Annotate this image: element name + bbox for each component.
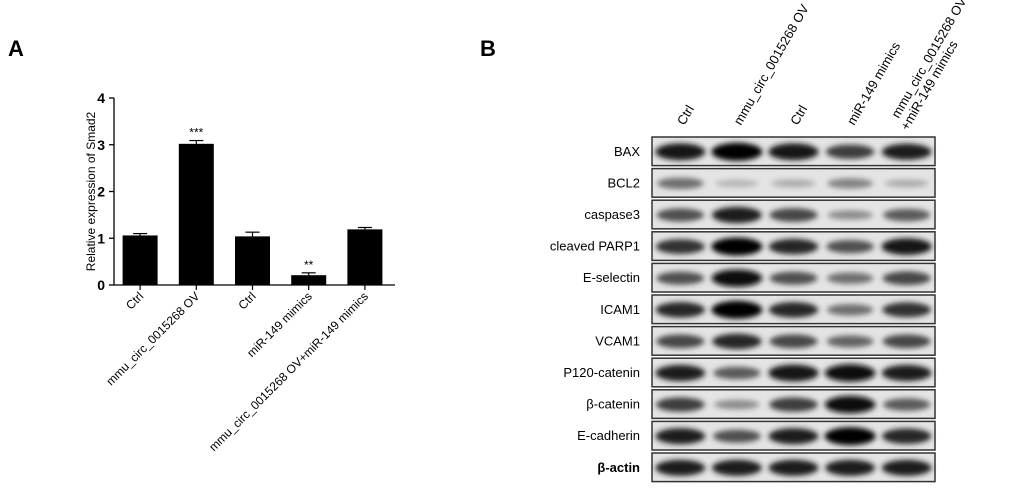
panel-a-label: A bbox=[8, 36, 24, 61]
y-tick-label: 1 bbox=[97, 230, 105, 246]
band bbox=[769, 334, 818, 349]
band bbox=[711, 300, 763, 319]
bar bbox=[347, 229, 383, 285]
row-label: β-actin bbox=[597, 460, 640, 475]
band bbox=[711, 237, 763, 256]
band bbox=[825, 144, 875, 159]
row-label: E-selectin bbox=[583, 270, 640, 285]
band bbox=[656, 208, 705, 222]
band bbox=[656, 334, 705, 349]
y-axis-label: Relative expression of Smad2 bbox=[84, 111, 98, 271]
panel-b-label: B bbox=[480, 36, 496, 61]
band bbox=[882, 398, 931, 411]
band bbox=[768, 459, 819, 476]
y-tick-label: 2 bbox=[97, 184, 105, 200]
bar bbox=[178, 143, 214, 285]
band bbox=[713, 366, 761, 380]
x-tick-label: Ctrl bbox=[123, 289, 146, 312]
row-label: P120-catenin bbox=[563, 365, 640, 380]
band bbox=[769, 397, 818, 412]
y-tick-label: 0 bbox=[97, 277, 105, 293]
band bbox=[714, 179, 759, 187]
significance-label: *** bbox=[189, 126, 203, 140]
band bbox=[714, 399, 760, 410]
band bbox=[768, 364, 819, 382]
band bbox=[768, 428, 819, 445]
band bbox=[882, 334, 931, 349]
x-tick-label: mmu_circ_0015268 OV bbox=[103, 289, 202, 388]
row-label: caspase3 bbox=[584, 207, 640, 222]
band bbox=[825, 459, 876, 476]
band bbox=[656, 271, 705, 285]
band bbox=[881, 238, 932, 256]
band bbox=[655, 397, 705, 412]
band bbox=[655, 239, 705, 255]
band bbox=[655, 428, 706, 445]
band bbox=[711, 142, 763, 161]
lane-label: mmu_circ_0015268 OV+miR-149 mimics bbox=[885, 0, 982, 133]
band bbox=[824, 427, 876, 446]
band bbox=[711, 269, 763, 287]
band bbox=[771, 179, 816, 188]
band bbox=[882, 208, 931, 222]
row-label: BAX bbox=[614, 144, 640, 159]
band bbox=[655, 364, 706, 382]
band bbox=[769, 271, 818, 285]
bar bbox=[235, 236, 270, 285]
row-label: β-catenin bbox=[586, 397, 640, 412]
band bbox=[655, 143, 706, 161]
band bbox=[827, 210, 873, 220]
band bbox=[881, 459, 932, 476]
band bbox=[711, 206, 762, 224]
band bbox=[881, 143, 932, 160]
band bbox=[881, 364, 932, 382]
band bbox=[768, 302, 819, 318]
band bbox=[712, 333, 762, 350]
bar bbox=[291, 275, 327, 285]
row-label: VCAM1 bbox=[595, 333, 640, 348]
band bbox=[882, 302, 932, 318]
band bbox=[711, 459, 762, 476]
y-tick-label: 3 bbox=[97, 137, 105, 153]
significance-label: ** bbox=[304, 258, 314, 272]
band bbox=[826, 335, 874, 348]
y-tick-label: 4 bbox=[97, 90, 105, 106]
band bbox=[826, 240, 875, 254]
bar bbox=[122, 235, 158, 285]
band bbox=[826, 272, 874, 284]
row-label: BCL2 bbox=[607, 175, 640, 190]
band bbox=[768, 238, 819, 255]
band bbox=[824, 395, 876, 414]
band bbox=[656, 177, 704, 190]
row-label: ICAM1 bbox=[600, 302, 640, 317]
band bbox=[824, 364, 876, 382]
row-label: cleaved PARP1 bbox=[550, 239, 640, 254]
row-label: E-cadherin bbox=[577, 428, 640, 443]
band bbox=[827, 178, 874, 189]
lane-label: Ctrl bbox=[674, 102, 697, 127]
band bbox=[655, 459, 706, 476]
band bbox=[826, 304, 874, 316]
band bbox=[769, 208, 818, 222]
band bbox=[881, 428, 932, 445]
band bbox=[655, 302, 706, 318]
band bbox=[882, 271, 931, 286]
band bbox=[884, 179, 929, 188]
lane-label: Ctrl bbox=[787, 102, 810, 127]
band bbox=[768, 143, 819, 161]
band bbox=[712, 429, 761, 443]
x-tick-label: Ctrl bbox=[236, 289, 259, 312]
